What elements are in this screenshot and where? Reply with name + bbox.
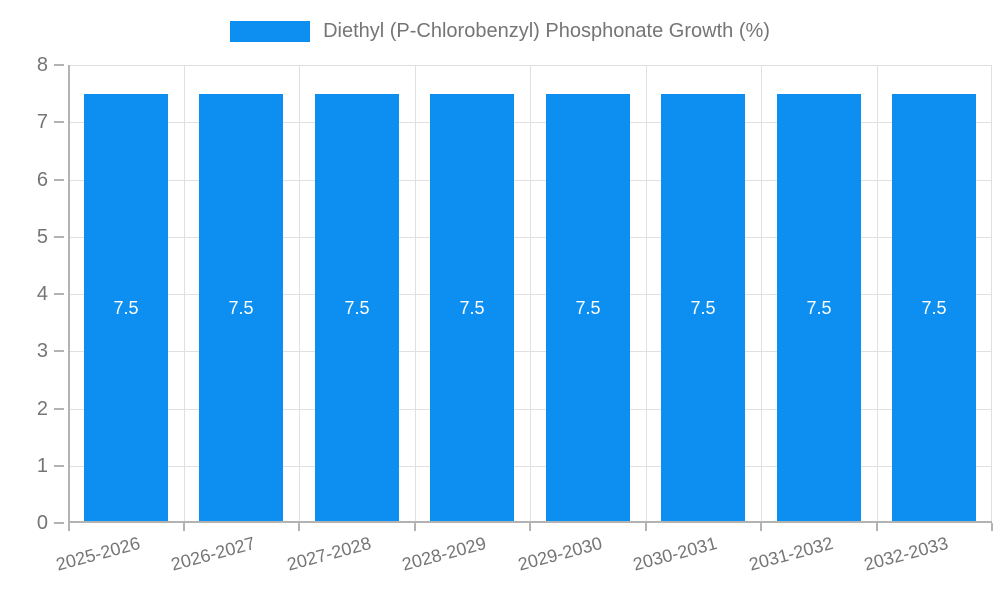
bar-value-label: 7.5 (806, 298, 832, 318)
y-tick-label: 2 (36, 398, 48, 420)
chart-legend: Diethyl (P-Chlorobenzyl) Phosphonate Gro… (0, 20, 1000, 43)
y-tick-mark (54, 121, 64, 123)
x-tick-mark (876, 523, 878, 531)
bar: 7.5 (777, 94, 861, 523)
v-gridline (415, 65, 416, 523)
y-tick-label: 3 (36, 340, 48, 362)
x-tick-mark (760, 523, 762, 531)
v-gridline (877, 65, 878, 523)
bar: 7.5 (315, 94, 399, 523)
y-tick-mark (54, 522, 64, 524)
y-tick-label: 6 (36, 169, 48, 191)
v-gridline (991, 65, 992, 523)
legend-label: Diethyl (P-Chlorobenzyl) Phosphonate Gro… (323, 20, 770, 42)
y-tick-mark (54, 350, 64, 352)
x-tick-mark (991, 523, 993, 531)
y-tick-label: 8 (36, 54, 48, 76)
v-gridline (646, 65, 647, 523)
bar-value-label: 7.5 (690, 298, 716, 318)
legend-color-swatch (230, 21, 311, 42)
x-axis-line (68, 521, 992, 523)
x-tick-mark (414, 523, 416, 531)
bar: 7.5 (892, 94, 976, 523)
y-tick-mark (54, 179, 64, 181)
y-tick-mark (54, 64, 64, 66)
y-tick-mark (54, 293, 64, 295)
bar-value-label: 7.5 (228, 298, 254, 318)
bar-value-label: 7.5 (344, 298, 370, 318)
bar: 7.5 (661, 94, 745, 523)
bar: 7.5 (430, 94, 514, 523)
v-gridline (530, 65, 531, 523)
y-tick-label: 5 (36, 226, 48, 248)
bar-value-label: 7.5 (113, 298, 139, 318)
plot-area: 0 1 2 3 4 5 6 7 8 7.5 7.5 7.5 7.5 7.5 7.5 7.5 7.5 2025-20… (37, 54, 993, 575)
y-tick-mark (54, 465, 64, 467)
y-tick-label: 4 (36, 283, 48, 305)
y-tick-label: 0 (36, 512, 48, 534)
bar-value-label: 7.5 (575, 298, 601, 318)
y-tick-label: 1 (36, 455, 48, 477)
x-tick-mark (298, 523, 300, 531)
y-tick-label: 7 (36, 111, 48, 133)
bar: 7.5 (199, 94, 283, 523)
y-tick-mark (54, 236, 64, 238)
bar-value-label: 7.5 (459, 298, 485, 318)
x-tick-mark (645, 523, 647, 531)
x-tick-mark (68, 523, 70, 531)
x-tick-mark (183, 523, 185, 531)
bar: 7.5 (546, 94, 630, 523)
v-gridline (761, 65, 762, 523)
bar: 7.5 (84, 94, 168, 523)
y-tick-mark (54, 408, 64, 410)
v-gridline (299, 65, 300, 523)
y-axis-line (68, 65, 70, 523)
v-gridline (184, 65, 185, 523)
x-tick-mark (529, 523, 531, 531)
bar-value-label: 7.5 (921, 298, 947, 318)
